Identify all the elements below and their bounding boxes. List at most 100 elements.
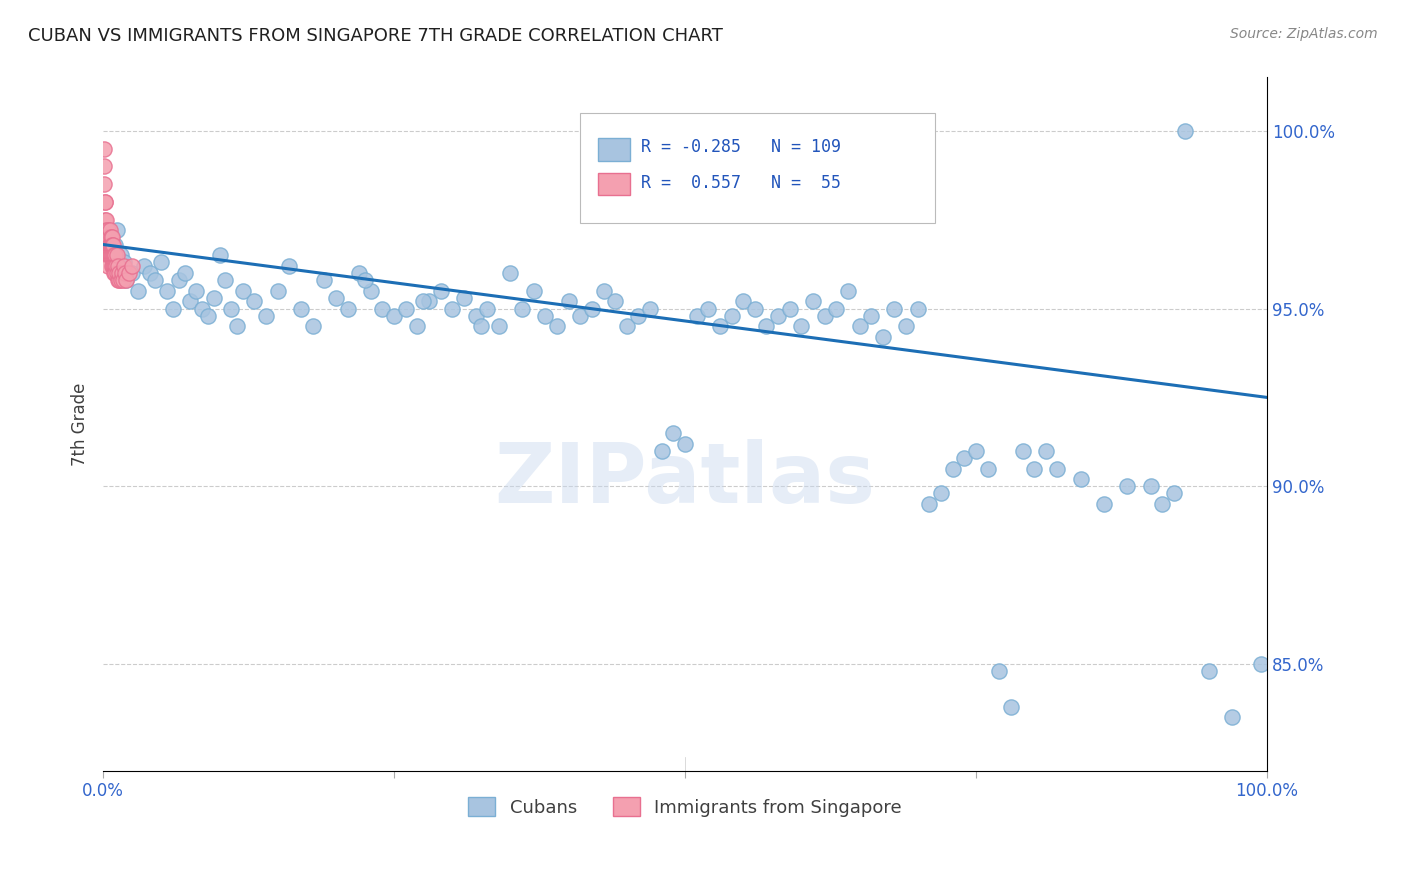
Point bbox=[97, 259, 120, 273]
Point bbox=[103, 259, 125, 273]
Point bbox=[110, 273, 132, 287]
Point bbox=[98, 237, 121, 252]
Point bbox=[534, 309, 557, 323]
Point bbox=[186, 284, 208, 298]
Point bbox=[581, 301, 603, 316]
Point bbox=[127, 284, 149, 298]
Point bbox=[191, 301, 214, 316]
Bar bbox=[598, 138, 630, 161]
Point bbox=[114, 266, 136, 280]
Point bbox=[965, 443, 987, 458]
Point bbox=[883, 301, 905, 316]
Point bbox=[93, 159, 115, 173]
Point bbox=[105, 223, 128, 237]
Point bbox=[97, 248, 120, 262]
Point bbox=[418, 294, 440, 309]
Text: Source: ZipAtlas.com: Source: ZipAtlas.com bbox=[1230, 27, 1378, 41]
Point bbox=[1220, 710, 1243, 724]
Point bbox=[101, 259, 124, 273]
Point bbox=[101, 248, 124, 262]
Point bbox=[98, 230, 121, 244]
Point bbox=[1174, 124, 1197, 138]
Point bbox=[314, 273, 336, 287]
Point bbox=[475, 301, 498, 316]
Point bbox=[104, 259, 127, 273]
Point bbox=[97, 248, 120, 262]
Point bbox=[111, 266, 134, 280]
Point bbox=[860, 309, 883, 323]
Point bbox=[395, 301, 418, 316]
Point bbox=[103, 248, 125, 262]
Point bbox=[814, 309, 837, 323]
Point bbox=[592, 284, 614, 298]
Point bbox=[1000, 699, 1022, 714]
Point bbox=[907, 301, 929, 316]
Point bbox=[121, 259, 143, 273]
Point bbox=[354, 273, 377, 287]
Point bbox=[837, 284, 859, 298]
Point bbox=[202, 291, 225, 305]
Point bbox=[929, 486, 952, 500]
Point bbox=[94, 212, 117, 227]
Point bbox=[1139, 479, 1161, 493]
Point bbox=[290, 301, 312, 316]
Point bbox=[697, 301, 720, 316]
Point bbox=[254, 309, 277, 323]
Point bbox=[942, 461, 965, 475]
Point bbox=[988, 664, 1011, 678]
Point bbox=[173, 266, 195, 280]
Point bbox=[243, 294, 266, 309]
Point bbox=[219, 301, 242, 316]
Point bbox=[97, 237, 120, 252]
Point bbox=[93, 142, 115, 156]
Point bbox=[976, 461, 998, 475]
Point bbox=[101, 259, 124, 273]
Point bbox=[112, 255, 135, 269]
Point bbox=[97, 230, 120, 244]
Point bbox=[301, 319, 323, 334]
Y-axis label: 7th Grade: 7th Grade bbox=[72, 383, 89, 466]
Point bbox=[638, 301, 661, 316]
Point bbox=[103, 237, 125, 252]
Point bbox=[115, 273, 138, 287]
Point bbox=[347, 266, 370, 280]
Point bbox=[94, 212, 117, 227]
Point bbox=[98, 248, 121, 262]
Point bbox=[98, 237, 121, 252]
Point bbox=[953, 450, 976, 465]
Point bbox=[108, 273, 131, 287]
Point bbox=[412, 294, 434, 309]
Point bbox=[232, 284, 254, 298]
Point bbox=[336, 301, 359, 316]
Point bbox=[105, 248, 128, 262]
Point bbox=[709, 319, 731, 334]
Text: CUBAN VS IMMIGRANTS FROM SINGAPORE 7TH GRADE CORRELATION CHART: CUBAN VS IMMIGRANTS FROM SINGAPORE 7TH G… bbox=[28, 27, 723, 45]
Point bbox=[105, 266, 128, 280]
Point bbox=[110, 248, 132, 262]
Point bbox=[673, 436, 696, 450]
Point bbox=[546, 319, 568, 334]
Point bbox=[779, 301, 801, 316]
Point bbox=[97, 248, 120, 262]
Point bbox=[406, 319, 429, 334]
Point bbox=[825, 301, 848, 316]
Point bbox=[801, 294, 824, 309]
Point bbox=[1070, 472, 1092, 486]
Point bbox=[111, 273, 134, 287]
Point bbox=[156, 284, 179, 298]
Point bbox=[94, 230, 117, 244]
Point bbox=[651, 443, 673, 458]
Point bbox=[1046, 461, 1069, 475]
Point bbox=[744, 301, 766, 316]
Point bbox=[100, 230, 122, 244]
Point bbox=[98, 223, 121, 237]
Point bbox=[872, 330, 894, 344]
Point bbox=[1116, 479, 1139, 493]
Point bbox=[179, 294, 201, 309]
Point bbox=[662, 425, 685, 440]
Point bbox=[685, 309, 707, 323]
Point bbox=[138, 266, 160, 280]
Point bbox=[499, 266, 522, 280]
Point bbox=[382, 309, 405, 323]
Point bbox=[1163, 486, 1185, 500]
